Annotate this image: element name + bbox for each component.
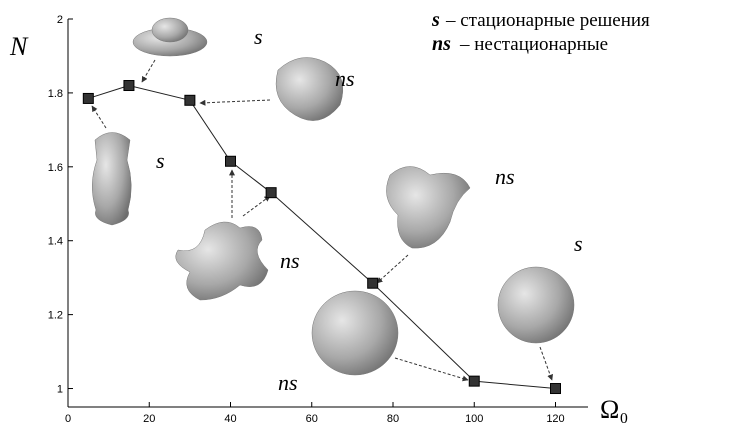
annotation: s <box>156 148 165 173</box>
y-tick-label: 1.4 <box>48 236 63 248</box>
legend-text: – нестационарные <box>459 34 608 55</box>
annotation: ns <box>495 164 515 189</box>
y-tick-label: 1.8 <box>48 88 63 100</box>
y-tick-label: 1.6 <box>48 162 63 174</box>
x-tick-label: 80 <box>387 413 399 425</box>
data-point <box>124 81 134 91</box>
x-tick-label: 120 <box>546 413 564 425</box>
data-point <box>469 376 479 386</box>
chart: 11.21.41.61.82020406080100120NΩ₀snssnsns… <box>0 0 753 426</box>
data-point <box>266 188 276 198</box>
legend-text: – стационарные решения <box>445 10 650 31</box>
x-tick-label: 60 <box>306 413 318 425</box>
x-tick-label: 100 <box>465 413 483 425</box>
x-tick-label: 0 <box>65 413 71 425</box>
data-point <box>368 278 378 288</box>
annotation: ns <box>278 370 298 395</box>
y-tick-label: 1.2 <box>48 310 63 322</box>
data-point <box>83 93 93 103</box>
y-tick-label: 2 <box>57 14 63 26</box>
data-point <box>185 95 195 105</box>
shapes <box>92 18 574 375</box>
annotation: s <box>254 24 263 49</box>
annotation: s <box>574 231 583 256</box>
legend-symbol: s <box>431 9 440 31</box>
x-tick-label: 20 <box>143 413 155 425</box>
y-tick-label: 1 <box>57 384 63 396</box>
x-tick-label: 40 <box>224 413 236 425</box>
data-point <box>551 384 561 394</box>
y-axis-label: N <box>9 32 29 61</box>
data-point <box>226 156 236 166</box>
annotation: ns <box>280 248 300 273</box>
annotation: ns <box>335 66 355 91</box>
legend-symbol: ns <box>432 33 451 55</box>
x-axis-label: Ω₀ <box>600 395 628 424</box>
